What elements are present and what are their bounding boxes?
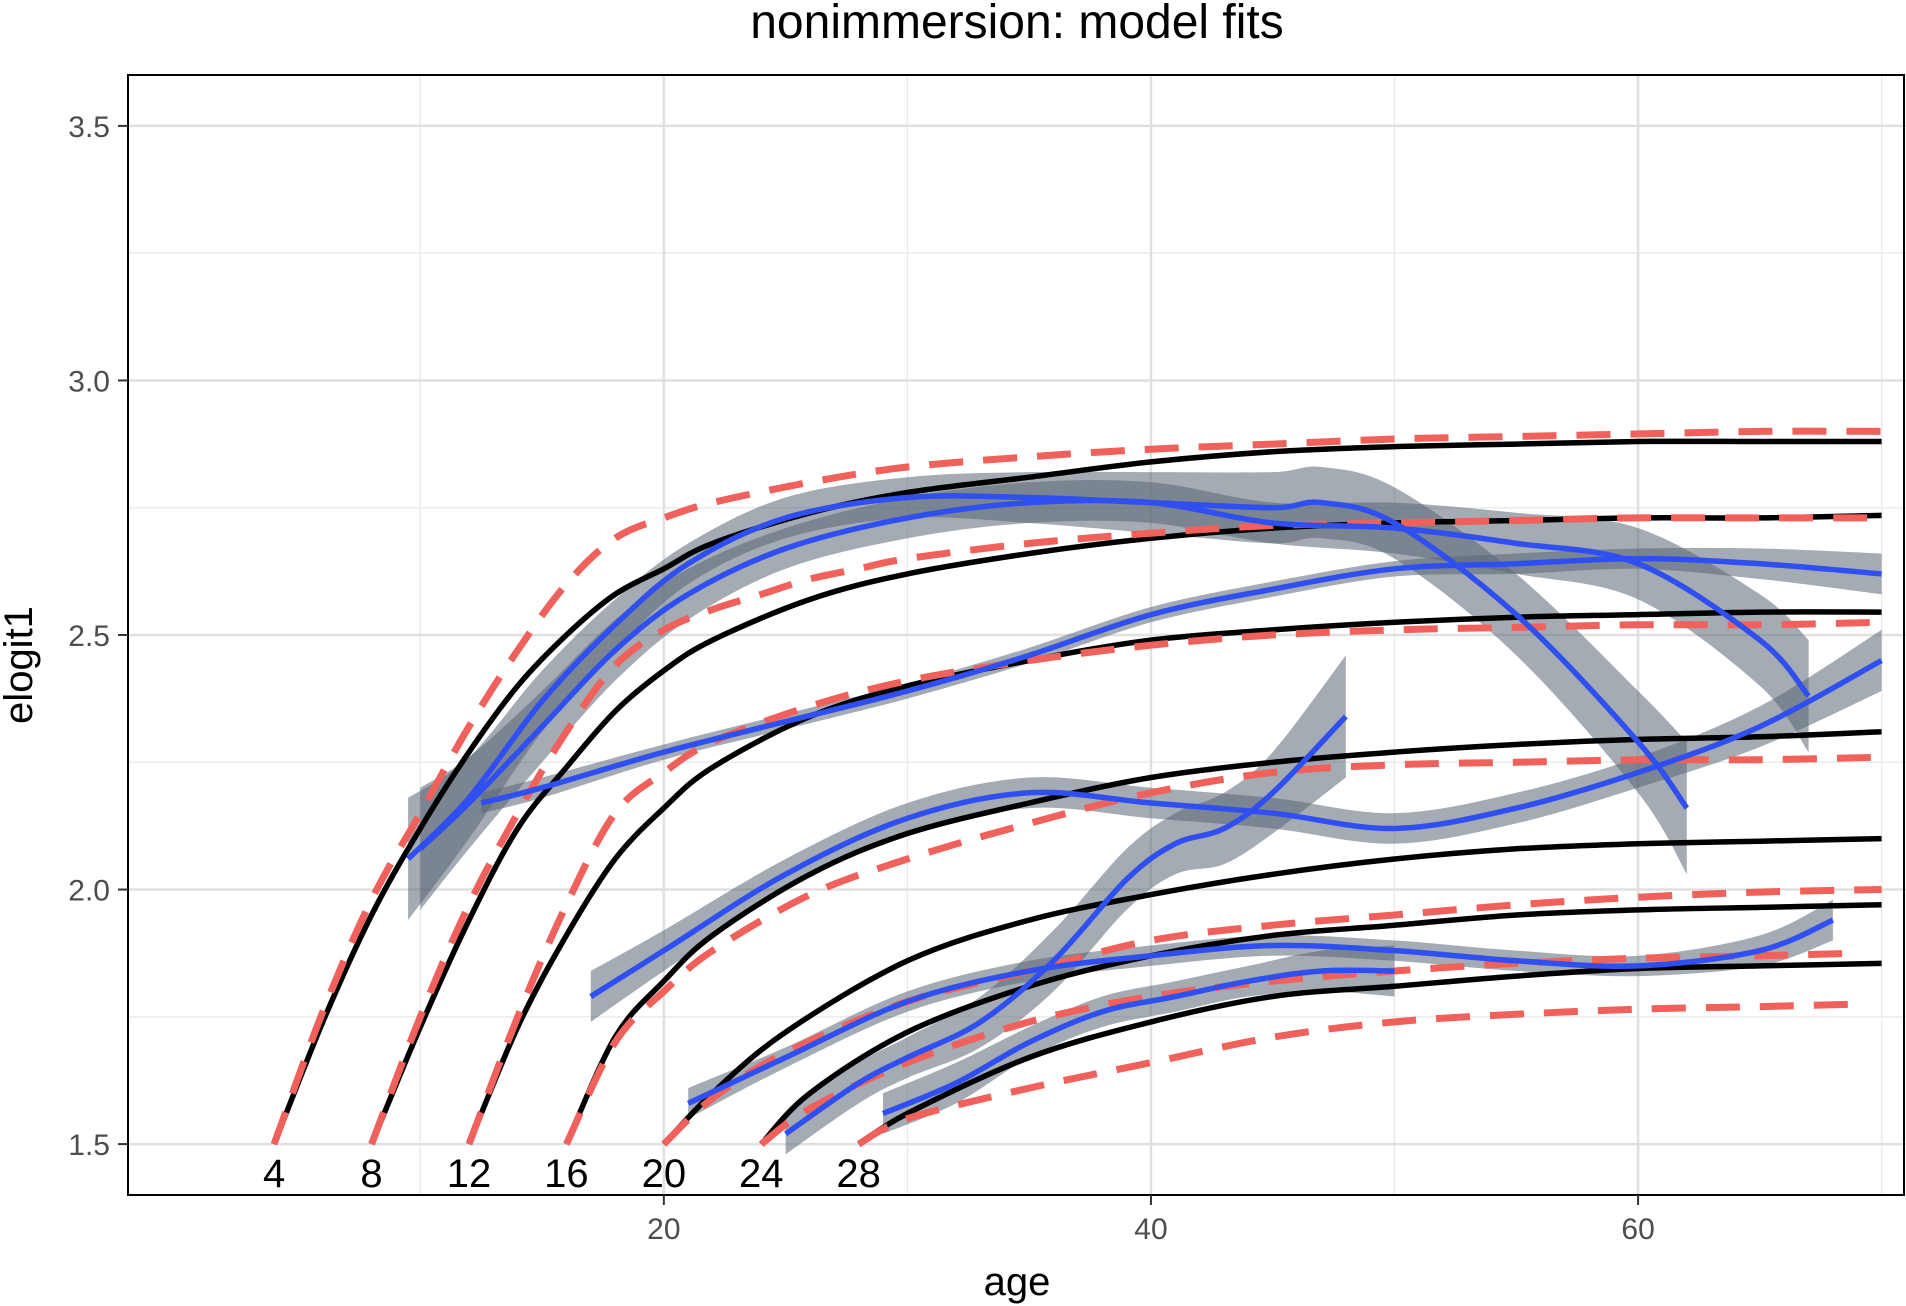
smooth-lines (406, 493, 1883, 1137)
smooth-ribbon-3 (481, 547, 1882, 814)
start-label-24: 24 (739, 1152, 784, 1196)
model-dashed-line-4 (270, 427, 1882, 1146)
x-tick-label-20: 20 (647, 1213, 680, 1246)
start-age-labels: 4 8 12 16 20 24 28 (263, 1152, 881, 1196)
model-dashed-lines (270, 427, 1882, 1148)
smooth-ribbon-6 (785, 655, 1346, 1155)
smooth-line-5 (687, 917, 1835, 1106)
start-label-12: 12 (447, 1152, 492, 1196)
model-dashed-line-28 (856, 1000, 1858, 1148)
start-label-28: 28 (836, 1152, 881, 1196)
model-solid-line-28 (857, 960, 1882, 1147)
smooth-line-6 (784, 714, 1348, 1137)
x-tick-label-40: 40 (1134, 1213, 1167, 1246)
model-dashed-line-24 (759, 949, 1858, 1147)
smooth-line-2 (418, 497, 1811, 851)
smooth-ribbons (408, 466, 1882, 1155)
model-solid-line-24 (759, 902, 1882, 1146)
model-dashed-line-8 (368, 514, 1882, 1146)
smooth-ribbon-5 (688, 899, 1833, 1119)
model-solid-line-8 (369, 512, 1882, 1146)
y-axis: 1.5 2.0 2.5 3.0 3.5 (68, 111, 128, 1162)
start-label-16: 16 (544, 1152, 589, 1196)
start-label-4: 4 (263, 1152, 285, 1196)
y-tick-label-3.0: 3.0 (68, 365, 110, 398)
start-label-8: 8 (360, 1152, 382, 1196)
y-tick-label-3.5: 3.5 (68, 111, 110, 144)
y-tick-label-2.5: 2.5 (68, 620, 110, 653)
smooth-line-3 (480, 555, 1882, 806)
model-dashed-line-20 (661, 886, 1882, 1147)
smooth-line-1 (406, 493, 1690, 861)
model-dashed-line-16 (563, 753, 1882, 1146)
x-tick-label-60: 60 (1621, 1213, 1654, 1246)
smooth-line-7 (881, 967, 1395, 1117)
model-solid-line-12 (466, 609, 1882, 1146)
y-tick-label-1.5: 1.5 (68, 1129, 110, 1162)
x-axis: 20 40 60 (647, 1195, 1655, 1246)
model-solid-line-20 (661, 835, 1882, 1147)
smooth-ribbon-7 (883, 945, 1395, 1134)
chart-title: nonimmersion: model fits (750, 0, 1284, 49)
y-axis-title: elogit1 (0, 606, 41, 724)
y-tick-label-2.0: 2.0 (68, 875, 110, 908)
model-dashed-line-12 (465, 618, 1882, 1146)
smooth-line-4 (589, 658, 1883, 999)
x-axis-title: age (984, 1260, 1051, 1304)
start-label-20: 20 (642, 1152, 687, 1196)
